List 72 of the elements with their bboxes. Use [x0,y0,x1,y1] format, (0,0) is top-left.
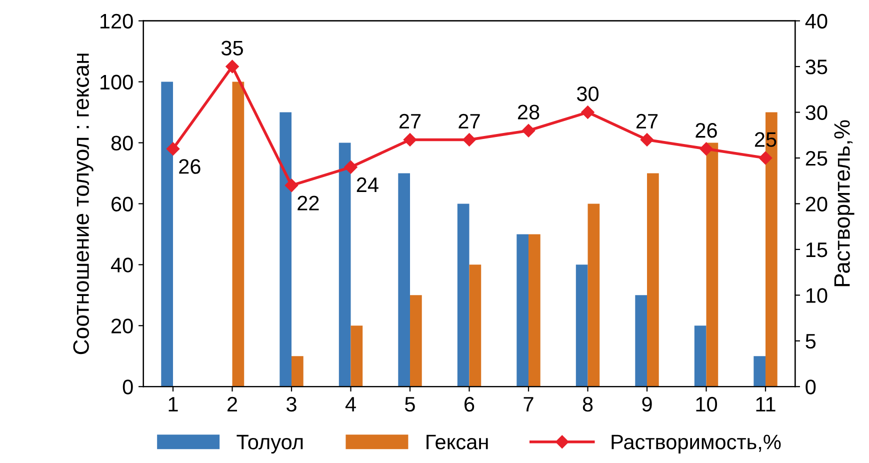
y2-tick-label: 15 [806,242,828,258]
bar [516,234,529,387]
x-tick-label: 4 [345,397,356,412]
x-tick-label: 9 [642,396,652,412]
y2-tick-label: 10 [806,288,828,303]
legend-label: Растворимость,% [612,434,781,454]
data-label: 26 [179,159,200,174]
bar [292,356,304,387]
bar [280,112,292,387]
point [522,124,536,138]
y-tick-label: 80 [111,136,133,151]
x-tick-label: 10 [696,396,718,412]
point [344,160,358,174]
point [284,178,298,192]
data-label: 24 [356,177,378,192]
y2-tick-label: 25 [806,151,828,166]
data-label: 30 [576,86,599,102]
data-label: 22 [298,196,319,210]
bar [647,173,659,387]
bar [469,264,482,387]
y2-tick-label: 20 [806,196,828,212]
bar [694,326,706,387]
point [640,133,654,146]
point [166,142,180,156]
point [581,106,594,119]
y2-axis-title: Растворитель,% [834,120,854,286]
y-tick-label: 20 [112,318,133,334]
legend-label: Толуол [236,434,303,454]
y2-tick-label: 0 [806,380,816,394]
x-tick-label: 8 [582,396,593,412]
legend-label: Гексан [426,434,488,450]
x-tick-label: 11 [756,397,776,412]
y-tick-label: 60 [112,196,133,212]
bar [588,204,600,387]
data-label: 27 [399,114,421,128]
y-tick-label: 0 [122,380,133,394]
y2-tick-label: 30 [806,105,828,120]
point [226,60,239,74]
bar [635,295,648,387]
data-label: 27 [636,114,658,128]
bar [457,204,470,387]
point [700,142,713,156]
bar [528,234,540,387]
y-axis-title: Соотношение толуол : гексан [73,54,94,354]
bar [706,142,718,387]
x-tick-label: 3 [286,396,296,412]
point [758,151,772,165]
data-label: 26 [696,123,717,138]
bar [398,173,410,387]
x-tick-label: 2 [228,396,238,412]
y2-tick-label: 5 [806,334,816,349]
point [403,133,417,146]
bar [161,82,174,387]
bar [350,326,363,387]
bar [338,142,351,387]
x-tick-label: 5 [405,397,415,412]
bar [232,82,244,387]
bar [576,264,588,387]
data-label: 35 [221,40,243,56]
y2-tick-label: 40 [805,14,828,29]
bar [754,356,766,387]
y-tick-label: 120 [100,14,133,29]
y-tick-label: 100 [100,74,133,90]
y-tick-label: 40 [110,258,133,272]
x-tick-label: 1 [168,397,178,412]
x-tick-label: 6 [464,396,474,412]
bar [410,295,422,387]
data-label: 27 [458,114,480,128]
data-label: 28 [518,104,540,120]
x-tick-label: 7 [524,397,534,412]
point [462,133,476,146]
y2-tick-label: 35 [806,60,828,74]
